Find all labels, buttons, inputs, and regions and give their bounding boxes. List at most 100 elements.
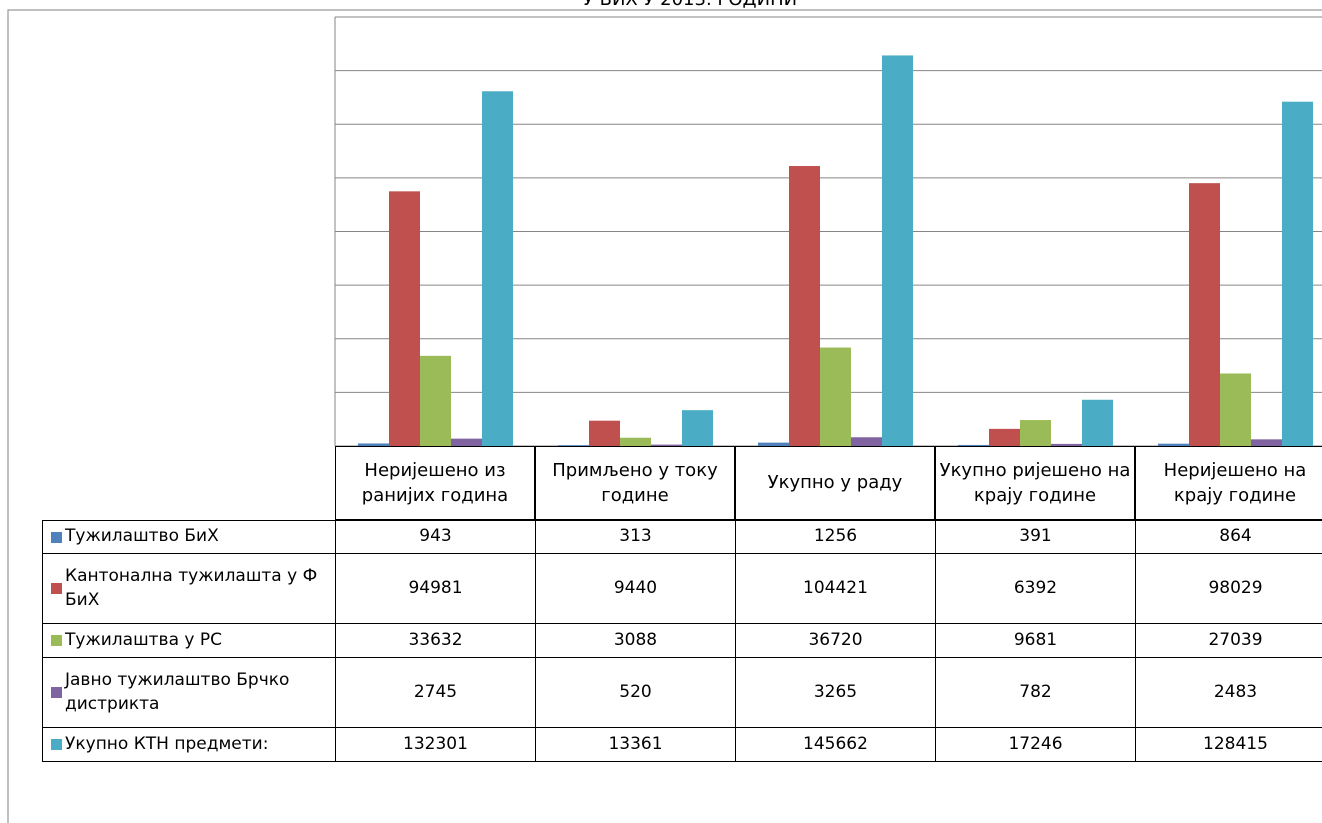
bar: [482, 91, 513, 446]
bar: [1251, 439, 1282, 446]
x-tick-label: Примљено у току године: [535, 446, 735, 520]
data-table-value-text: 1256: [813, 526, 858, 547]
bar: [1082, 399, 1113, 446]
legend-swatch: [51, 739, 62, 750]
x-tick-label: Укупно у раду: [735, 446, 935, 520]
data-table-value-text: 864: [1219, 526, 1252, 547]
x-tick-label-text: Укупно у раду: [767, 472, 903, 494]
legend-entry-text: Тужилаштва у РС: [65, 629, 222, 650]
bar: [682, 410, 713, 446]
bar: [1158, 443, 1189, 446]
bar: [451, 438, 482, 446]
bar: [1020, 420, 1051, 446]
data-table-value-text: 145662: [803, 733, 868, 754]
legend-entry: Тужилаштво БиХ: [42, 520, 336, 554]
data-table-value: 13361: [535, 727, 736, 762]
bar: [620, 437, 651, 446]
bar: [820, 347, 851, 446]
data-table-value: 27039: [1135, 623, 1322, 658]
bar: [789, 166, 820, 447]
data-table-value-text: 33632: [408, 629, 463, 650]
data-table-value: 1256: [735, 520, 936, 554]
data-table-value-text: 520: [619, 681, 652, 702]
legend-entry-text: Тужилаштво БиХ: [65, 526, 219, 547]
data-table-value: 3088: [535, 623, 736, 658]
chart-title: У БИХ У 2013. ГОДИНИ: [583, 0, 797, 10]
data-table-value: 94981: [335, 553, 536, 624]
bar: [851, 437, 882, 446]
data-table-value: 2483: [1135, 657, 1322, 728]
data-table-value-text: 94981: [408, 577, 463, 598]
data-table-value-text: 782: [1019, 681, 1052, 702]
legend-swatch: [51, 583, 62, 594]
data-table-value-text: 128415: [1203, 733, 1268, 754]
data-table-value: 9440: [535, 553, 736, 624]
data-table-value: 782: [935, 657, 1136, 728]
data-table-value-text: 2745: [413, 681, 458, 702]
data-table-value-text: 27039: [1208, 629, 1263, 650]
bar: [358, 443, 389, 446]
x-tick-label: Неријешено на крају године: [1135, 446, 1322, 520]
x-tick-label: Укупно ријешено на крају године: [935, 446, 1135, 520]
data-table-value: 132301: [335, 727, 536, 762]
x-tick-label: Неријешено из ранијих година: [335, 446, 535, 520]
data-table-value-text: 9681: [1013, 629, 1058, 650]
bar: [1282, 101, 1313, 446]
legend-swatch: [51, 635, 62, 646]
x-tick-label-text: Укупно ријешено на крају године: [939, 459, 1131, 506]
bar: [389, 191, 420, 446]
data-table-value: 36720: [735, 623, 936, 658]
data-table-value-text: 2483: [1213, 681, 1258, 702]
data-table-value: 864: [1135, 520, 1322, 554]
data-table-value-text: 391: [1019, 526, 1052, 547]
legend-entry: Укупно КТН предмети:: [42, 727, 336, 762]
data-table-value: 2745: [335, 657, 536, 728]
bar: [1220, 373, 1251, 446]
x-tick-label-text: Примљено у току године: [552, 459, 718, 506]
data-table-value: 943: [335, 520, 536, 554]
bar: [882, 55, 913, 447]
data-table-value: 9681: [935, 623, 1136, 658]
bar: [958, 444, 989, 446]
data-table-value-text: 132301: [403, 733, 468, 754]
data-table-value: 391: [935, 520, 1136, 554]
data-table-value-text: 3265: [813, 681, 858, 702]
bar: [589, 420, 620, 446]
bar: [651, 444, 682, 446]
bar: [1051, 443, 1082, 446]
data-table-value-text: 36720: [808, 629, 863, 650]
bar: [1189, 183, 1220, 447]
data-table-value: 6392: [935, 553, 1136, 624]
legend-entry-text: Кантонална тужилашта у Ф БиХ: [65, 565, 318, 610]
legend-entry-text: Јавно тужилаштво Брчко дистрикта: [65, 669, 290, 714]
x-tick-label-text: Неријешено на крају године: [1163, 459, 1307, 506]
data-table-value: 104421: [735, 553, 936, 624]
data-table-value: 33632: [335, 623, 536, 658]
data-table-value-text: 6392: [1013, 577, 1058, 598]
legend-entry: Тужилаштва у РС: [42, 623, 336, 658]
bar: [989, 428, 1020, 446]
legend-swatch: [51, 687, 62, 698]
data-table-value-text: 17246: [1008, 733, 1063, 754]
data-table-value-text: 104421: [803, 577, 868, 598]
data-table-value: 3265: [735, 657, 936, 728]
legend-entry: Кантонална тужилашта у Ф БиХ: [42, 553, 336, 624]
data-table-value-text: 943: [419, 526, 452, 547]
data-table-value: 520: [535, 657, 736, 728]
chart-frame: [7, 9, 1322, 823]
data-table-value: 98029: [1135, 553, 1322, 624]
data-table-value: 313: [535, 520, 736, 554]
data-table-value-text: 13361: [608, 733, 663, 754]
data-table-value-text: 98029: [1208, 577, 1263, 598]
data-table-value-text: 9440: [613, 577, 658, 598]
data-table-value-text: 3088: [613, 629, 658, 650]
bar: [420, 355, 451, 446]
data-table-value: 17246: [935, 727, 1136, 762]
bar: [758, 442, 789, 446]
data-table-value-text: 313: [619, 526, 652, 547]
legend-entry-text: Укупно КТН предмети:: [65, 733, 269, 754]
data-table-value: 128415: [1135, 727, 1322, 762]
data-table-value: 145662: [735, 727, 936, 762]
